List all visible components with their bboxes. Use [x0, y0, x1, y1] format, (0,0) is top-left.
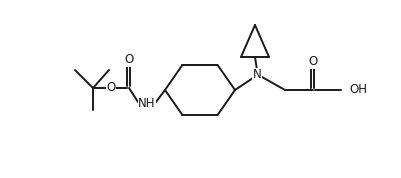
Text: O: O [106, 82, 115, 95]
Text: NH: NH [138, 98, 155, 111]
Text: O: O [124, 54, 133, 67]
Text: OH: OH [348, 83, 366, 96]
Text: O: O [308, 56, 317, 69]
Text: N: N [252, 69, 261, 82]
